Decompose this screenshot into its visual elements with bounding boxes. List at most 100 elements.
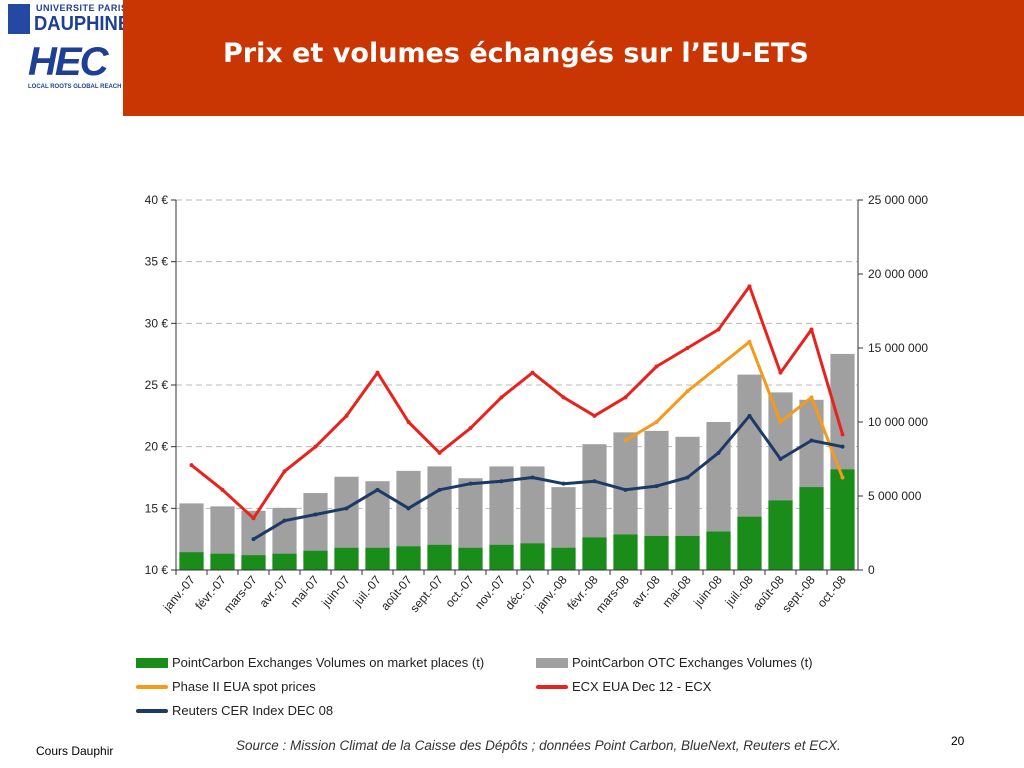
cer-dec08-line-point [561,481,566,486]
hec-tagline: LOCAL ROOTS GLOBAL REACH [28,84,122,90]
legend-item-otc-volumes: PointCarbon OTC Exchanges Volumes (t) [536,655,813,670]
cer-dec08-line [252,414,844,541]
x-tick-label: nov.-07 [472,573,508,612]
y2-tick-label: 0 [868,563,875,577]
cer-dec08-line-point [716,450,721,455]
cer-dec08-line-point [437,487,442,492]
ecx-dec12-line [190,284,844,520]
ecx-dec12-line-point [282,469,287,474]
cer-dec08-line-point [592,479,597,484]
exchange-volume-bar [706,531,731,570]
ecx-dec12-line-point [840,432,845,437]
phase2-spot-line-point [716,364,721,369]
cer-dec08-line-point [685,475,690,480]
ecx-dec12-line-point [530,370,535,375]
x-tick-label: mars-07 [221,573,260,616]
cer-dec08-line-point [747,413,752,418]
exchange-volume-bar [582,537,607,570]
cer-dec08-line-point [499,479,504,484]
exchange-volume-bar [768,500,793,570]
y2-tick-label: 15 000 000 [868,341,928,355]
exchange-volume-bar [799,487,824,570]
header-band [123,0,1024,116]
exchange-volume-bar [551,547,576,570]
legend-item-cer-dec08: Reuters CER Index DEC 08 [136,703,333,718]
exchange-volume-bar [737,516,762,570]
exchange-volume-bar [303,550,328,570]
phase2-spot-line-point [685,389,690,394]
ecx-dec12-line-point [623,395,628,400]
legend-label: Reuters CER Index DEC 08 [172,703,334,718]
ecx-dec12-line-point [437,450,442,455]
hec-logo: HEC [28,40,108,84]
cer-dec08-line-point [809,438,814,443]
legend-swatch [536,684,568,689]
logo-area: UNIVERSITE PARIS DAUPHINE HEC LOCAL ROOT… [0,0,130,116]
exchange-volume-bar [334,547,359,570]
phase2-spot-line-point [778,420,783,424]
legend-item-exchange-volumes: PointCarbon Exchanges Volumes on market … [136,655,484,670]
ecx-dec12-line-point [499,395,504,400]
source-note: Source : Mission Climat de la Caisse des… [236,738,841,753]
ecx-dec12-line-point [809,327,814,332]
ecx-dec12-line-point [375,370,380,375]
legend-label: Phase II EUA spot prices [172,679,316,694]
y-tick-label: 25 € [145,378,169,392]
cer-dec08-line-point [654,484,659,489]
exchange-volume-bar [396,546,421,570]
cer-dec08-line-point [840,444,845,449]
exchange-volume-bar [520,543,545,570]
legend-swatch [136,657,168,668]
exchange-volume-bar [210,553,235,570]
legend-item-ecx-dec12: ECX EUA Dec 12 - ECX [536,679,711,694]
price-volume-chart: 10 € 15 € 20 € 25 € 30 € 35 € 40 € 0 5 000 000 10… [145,193,929,616]
x-tick-label: juin-08 [690,573,725,611]
ecx-dec12-line-point [747,284,752,289]
y-tick-label: 20 € [145,440,169,454]
exchange-volume-bar [427,544,452,570]
cer-dec08-line-point [468,481,473,486]
exchange-volume-bar [241,555,266,570]
exchange-volume-bar [179,552,204,570]
exchange-volume-bar [644,535,669,570]
y-tick-label: 35 € [145,255,169,269]
exchange-volume-bar [675,535,700,570]
phase2-spot-line-point [654,420,659,424]
x-tick-label: janv.-08 [532,573,570,615]
y-tick-label: 30 € [145,316,169,330]
x-tick-label: mars-08 [593,573,632,616]
x-tick-label: mai-07 [287,573,322,610]
cer-dec08-line-point [778,457,783,461]
ecx-dec12-line-point [778,370,783,375]
ecx-dec12-line-point [344,413,349,418]
ecx-dec12-line-point [561,395,566,400]
legend-swatch [536,657,568,668]
univ-line: UNIVERSITE PARIS [36,3,128,13]
cer-dec08-line-point [530,475,535,480]
cer-dec08-line-point [623,487,628,492]
x-tick-label: juin-07 [318,573,353,611]
ecx-dec12-line-point [406,420,411,424]
exchange-volume-bar [365,547,390,570]
y2-tick-label: 20 000 000 [868,267,928,281]
y-tick-label: 40 € [145,193,169,207]
cer-dec08-line-point [344,506,349,511]
phase2-spot-line-point [809,395,814,400]
exchange-volume-bar [272,553,297,570]
slide-title: Prix et volumes échangés sur l’EU-ETS [223,38,809,69]
legend-swatch [136,684,168,689]
exchange-volume-bar [458,547,483,570]
x-tick-label: avr.-07 [256,573,291,610]
ecx-dec12-line-point [220,487,225,492]
x-tick-label: oct.-07 [442,573,477,610]
cer-dec08-line-point [313,512,318,517]
ecx-dec12-line-point [654,364,659,369]
y2-tick-label: 5 000 000 [868,489,922,503]
exchange-volume-bar [830,469,855,570]
legend-swatch [136,708,168,713]
cer-dec08-line-point [406,506,411,511]
phase2-spot-line-point [840,475,845,480]
ecx-dec12-line-point [468,426,473,431]
exchange-volume-bar [489,544,514,570]
footer-course: Cours Dauphir [36,744,114,758]
